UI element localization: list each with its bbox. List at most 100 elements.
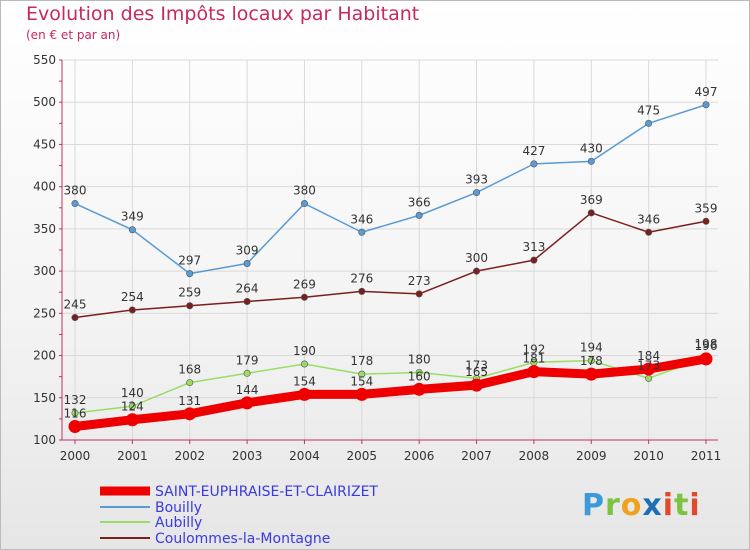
data-point [243, 369, 251, 377]
data-point [186, 302, 194, 310]
data-point [186, 270, 194, 278]
data-label: 184 [637, 349, 660, 363]
data-point [699, 352, 713, 366]
data-label: 178 [580, 354, 603, 368]
x-tick-label: 2010 [633, 449, 664, 463]
x-tick-label: 2002 [174, 449, 205, 463]
data-label: 124 [121, 400, 144, 414]
data-point [358, 228, 366, 236]
data-label: 346 [350, 212, 373, 226]
chart-title: Evolution des Impôts locaux par Habitant [26, 3, 420, 25]
data-label: 173 [637, 358, 660, 372]
data-label: 273 [408, 274, 431, 288]
data-point [240, 396, 254, 410]
data-label: 297 [178, 254, 201, 268]
data-label: 380 [293, 184, 316, 198]
data-point [642, 362, 656, 376]
data-point [71, 200, 79, 208]
data-label: 427 [522, 144, 545, 158]
data-point [128, 226, 136, 234]
data-point [530, 256, 538, 264]
data-point [358, 287, 366, 295]
data-point [125, 413, 139, 427]
data-label: 181 [522, 352, 545, 366]
data-label: 154 [350, 374, 373, 388]
x-tick-label: 2005 [347, 449, 378, 463]
data-label: 178 [350, 354, 373, 368]
series-line-3 [74, 212, 707, 319]
series-line-1 [74, 104, 707, 275]
data-label: 144 [236, 383, 259, 397]
data-point [415, 290, 423, 298]
data-point [645, 228, 653, 236]
legend: SAINT-EUPHRAISE-ET-CLAIRIZETBouillyAubil… [100, 484, 378, 547]
data-label: 192 [522, 342, 545, 356]
data-label: 309 [236, 244, 259, 258]
data-label: 160 [408, 369, 431, 383]
data-point [128, 402, 136, 410]
data-label: 132 [64, 393, 87, 407]
series-lines [68, 101, 713, 433]
data-label: 245 [64, 298, 87, 312]
data-label: 254 [121, 290, 144, 304]
x-tick-label: 2008 [519, 449, 550, 463]
data-label: 259 [178, 286, 201, 300]
data-point [68, 419, 82, 433]
data-label: 497 [695, 85, 718, 99]
data-label: 276 [350, 271, 373, 285]
grid [62, 59, 718, 441]
data-point [358, 370, 366, 378]
data-label: 300 [465, 251, 488, 265]
data-label: 346 [637, 212, 660, 226]
data-point [243, 298, 251, 306]
series-line-2 [74, 356, 707, 414]
data-label: 168 [178, 363, 201, 377]
proxiti-logo: Proxiti [582, 488, 701, 523]
data-point [702, 101, 710, 109]
data-point [473, 267, 481, 275]
data-point [587, 209, 595, 217]
data-label: 154 [293, 374, 316, 388]
chart-subtitle: (en € et par an) [26, 28, 121, 42]
data-label: 380 [64, 184, 87, 198]
data-point [300, 360, 308, 368]
data-label: 116 [64, 406, 87, 420]
x-tick-label: 2011 [691, 449, 722, 463]
data-point [297, 387, 311, 401]
data-point [587, 357, 595, 365]
data-point [527, 365, 541, 379]
y-tick-label: 400 [33, 180, 56, 194]
data-label: 140 [121, 386, 144, 400]
data-label: 349 [121, 210, 144, 224]
x-tick-label: 2003 [232, 449, 263, 463]
legend-label: Bouilly [155, 500, 202, 516]
data-label: 269 [293, 277, 316, 291]
data-label: 264 [236, 282, 259, 296]
data-label: 131 [178, 394, 201, 408]
data-point [645, 119, 653, 127]
y-tick-label: 500 [33, 95, 56, 109]
data-label: 190 [293, 344, 316, 358]
data-label: 430 [580, 141, 603, 155]
data-label: 180 [408, 352, 431, 366]
data-label: 173 [465, 358, 488, 372]
data-point [243, 260, 251, 268]
data-point [584, 367, 598, 381]
data-label: 198 [695, 337, 718, 351]
data-label: 369 [580, 193, 603, 207]
data-point [355, 387, 369, 401]
axes: 100 150 200 250 300 350 400 450 500 550 2000 2001 20… [33, 53, 721, 463]
data-label: 179 [236, 353, 259, 367]
x-tick-label: 2007 [461, 449, 492, 463]
x-tick-label: 2000 [60, 449, 91, 463]
data-point [415, 368, 423, 376]
data-point [415, 211, 423, 219]
y-tick-label: 200 [33, 349, 56, 363]
data-label: 475 [637, 103, 660, 117]
data-label: 165 [465, 365, 488, 379]
y-tick-label: 250 [33, 306, 56, 320]
x-tick-label: 2001 [117, 449, 148, 463]
series-line-0 [70, 354, 711, 431]
y-tick-label: 300 [33, 264, 56, 278]
